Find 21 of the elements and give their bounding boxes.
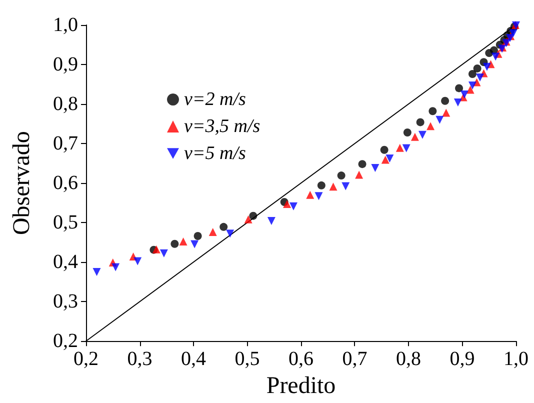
x-tick-label: 0,4	[181, 348, 206, 370]
y-tick-label: 0,4	[53, 251, 78, 274]
legend-label: v=2 m/s	[184, 89, 246, 110]
legend-label: v=3,5 m/s	[184, 116, 260, 137]
x-tick-label: 0,6	[288, 348, 314, 370]
x-tick-label: 0,3	[127, 348, 152, 370]
x-tick-label: 0,5	[234, 348, 260, 370]
x-tick-label: 0,8	[396, 348, 421, 370]
y-tick-label: 1,0	[53, 14, 78, 36]
y-tick-label: 0,5	[53, 212, 78, 234]
y-tick-label: 0,9	[53, 54, 78, 76]
legend-label: v=5 m/s	[184, 143, 246, 164]
y-tick-label: 0,7	[53, 132, 78, 155]
y-tick-label: 0,8	[53, 93, 78, 116]
y-tick-label: 0,6	[53, 172, 78, 194]
x-tick-label: 1,0	[504, 348, 528, 370]
y-axis-title: Observado	[9, 131, 35, 236]
x-tick-label: 0,9	[450, 348, 475, 370]
x-axis-title: Predito	[266, 373, 336, 399]
x-tick-label: 0,7	[342, 348, 368, 370]
y-tick-label: 0,3	[53, 290, 78, 313]
